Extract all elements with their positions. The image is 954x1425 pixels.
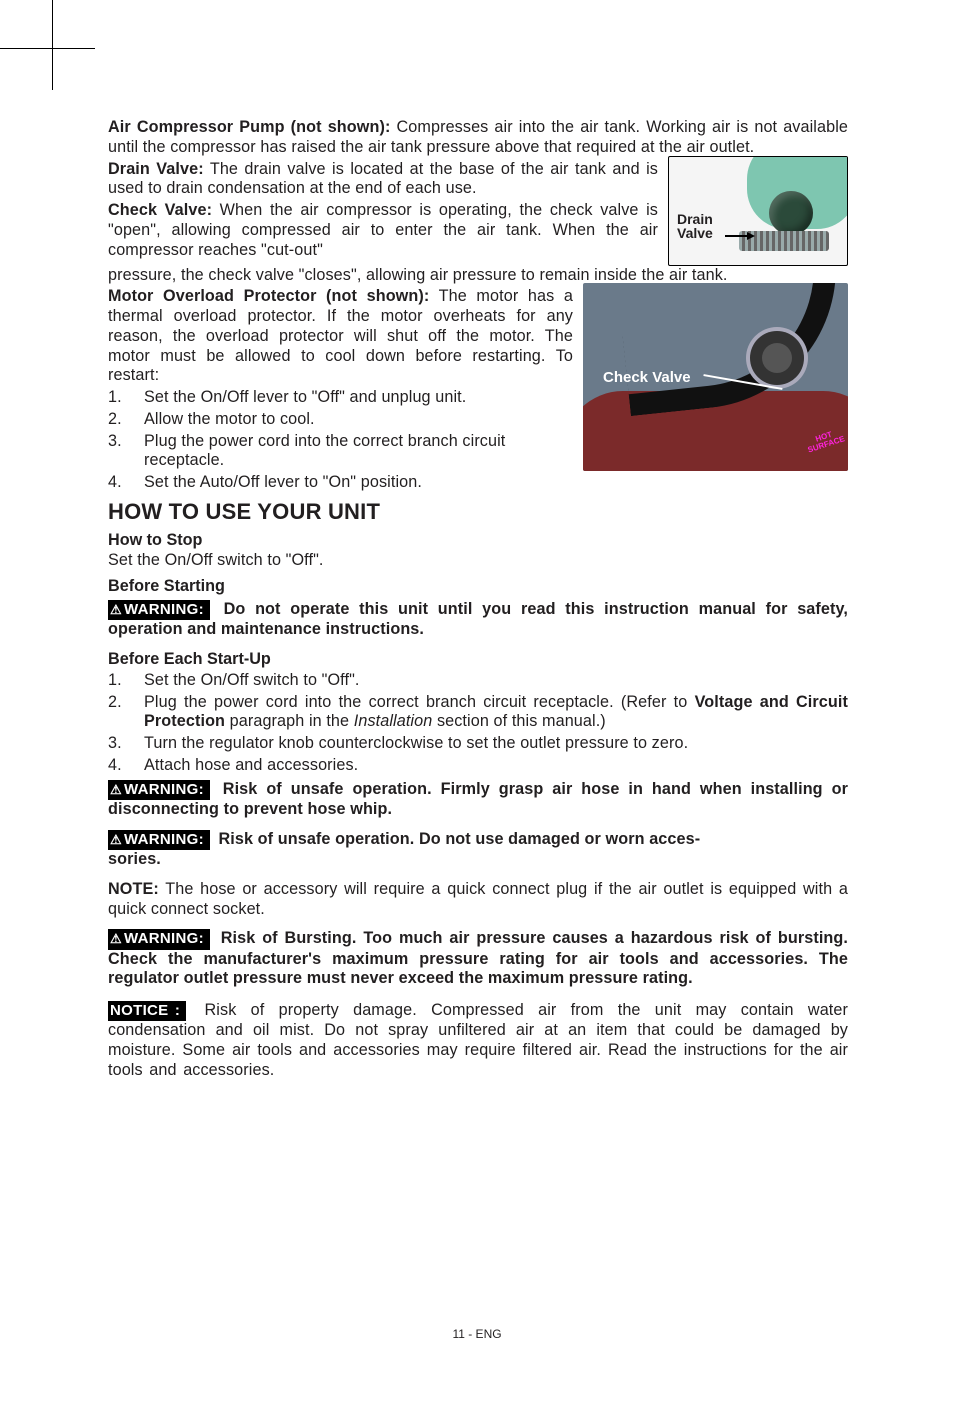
drain-cap-shape <box>769 191 813 235</box>
note-quick-connect: NOTE: The hose or accessory will require… <box>108 880 848 920</box>
warning-badge-text: WARNING: <box>124 930 204 947</box>
warn-accessories: ⚠WARNING: Risk of unsafe operation. Do n… <box>108 830 848 870</box>
before-each-steps: 1. Set the On/Off switch to "Off". 2. Plug… <box>108 671 848 776</box>
warn-accessories-text-1: Risk of unsafe operation. Do not use dam… <box>218 830 700 848</box>
list-item: 1. Set the On/Off switch to "Off". <box>108 671 848 691</box>
warning-badge: ⚠WARNING: <box>108 600 210 620</box>
para-drain: Drain Valve: The drain valve is located … <box>108 160 658 200</box>
heading-how-to-use: HOW TO USE YOUR UNIT <box>108 499 848 525</box>
step-num: 1. <box>108 388 130 408</box>
cv-label: Check Valve <box>603 369 691 386</box>
warn-accessories-text-2: sories. <box>108 850 161 868</box>
subhead-before-starting: Before Starting <box>108 577 848 596</box>
notice-property: NOTICE : Risk of property damage. Compre… <box>108 1001 848 1081</box>
step-text: Allow the motor to cool. <box>144 410 573 430</box>
note-lead: NOTE: <box>108 880 159 898</box>
list-item: 2. Plug the power cord into the correct b… <box>108 693 848 733</box>
drain-label-line2: Valve <box>677 225 713 241</box>
list-item: 3. Plug the power cord into the correct b… <box>108 432 573 472</box>
warn-before-starting-text: Do not operate this unit until you read … <box>108 600 848 638</box>
step-num: 2. <box>108 693 130 733</box>
lead-check: Check Valve: <box>108 201 212 219</box>
list-item: 2. Allow the motor to cool. <box>108 410 573 430</box>
warning-badge: ⚠WARNING: <box>108 929 210 949</box>
subhead-before-each: Before Each Start-Up <box>108 650 848 669</box>
content-area: Air Compressor Pump (not shown): Compres… <box>108 118 848 1081</box>
warn-hose-text: Risk of unsafe operation. Firmly grasp a… <box>108 780 848 818</box>
step-text: Attach hose and accessories. <box>144 756 848 776</box>
drain-label: Drain Valve <box>677 212 713 241</box>
lead-motor: Motor Overload Protector (not shown): <box>108 287 429 305</box>
warn-bursting: ⚠WARNING: Risk of Bursting. Too much air… <box>108 929 848 989</box>
crop-mark <box>0 48 95 49</box>
figure-check-valve: Check Valve HOT SURFACE <box>583 283 848 471</box>
list-item: 4. Set the Auto/Off lever to "On" positio… <box>108 473 848 493</box>
warn-bursting-text: Risk of Bursting. Too much air pressure … <box>108 929 848 987</box>
subhead-how-to-stop: How to Stop <box>108 531 848 550</box>
page-footer: 11 - ENG <box>0 1327 954 1341</box>
drain-label-line1: Drain <box>677 211 713 227</box>
para-pump: Air Compressor Pump (not shown): Compres… <box>108 118 848 158</box>
t: Installation <box>354 712 433 730</box>
step-num: 4. <box>108 756 130 776</box>
warning-badge-text: WARNING: <box>124 601 204 618</box>
step-num: 3. <box>108 432 130 472</box>
warning-badge: ⚠WARNING: <box>108 780 210 800</box>
list-item: 1. Set the On/Off lever to "Off" and unpl… <box>108 388 573 408</box>
step-text: Set the On/Off lever to "Off" and unplug… <box>144 388 573 408</box>
warning-badge: ⚠WARNING: <box>108 830 210 850</box>
notice-badge: NOTICE : <box>108 1001 186 1021</box>
list-item: 4. Attach hose and accessories. <box>108 756 848 776</box>
warning-triangle-icon: ⚠ <box>110 602 122 617</box>
restart-steps: 1. Set the On/Off lever to "Off" and unpl… <box>108 388 573 471</box>
step-text: Set the Auto/Off lever to "On" position. <box>144 473 848 493</box>
para-motor: Motor Overload Protector (not shown): Th… <box>108 287 573 386</box>
warn-hose: ⚠WARNING: Risk of unsafe operation. Firm… <box>108 780 848 820</box>
step-text: Plug the power cord into the correct bra… <box>144 432 573 472</box>
warning-badge-text: WARNING: <box>124 781 204 798</box>
restart-steps-cont: 4. Set the Auto/Off lever to "On" positio… <box>108 473 848 493</box>
warning-badge-text: WARNING: <box>124 831 204 848</box>
step-num: 3. <box>108 734 130 754</box>
notice-text: Risk of property damage. Compressed air … <box>108 1001 848 1079</box>
step-num: 1. <box>108 671 130 691</box>
lead-drain: Drain Valve: <box>108 160 204 178</box>
step-text: Turn the regulator knob counterclockwise… <box>144 734 848 754</box>
drain-arrow <box>725 235 753 237</box>
lead-pump: Air Compressor Pump (not shown): <box>108 118 390 136</box>
figure-drain-valve: Drain Valve <box>668 156 848 266</box>
para-check-a: Check Valve: When the air compressor is … <box>108 201 658 260</box>
list-item: 3. Turn the regulator knob counterclockwi… <box>108 734 848 754</box>
step-num: 2. <box>108 410 130 430</box>
note-text: The hose or accessory will require a qui… <box>108 880 848 918</box>
warning-triangle-icon: ⚠ <box>110 931 122 946</box>
step-text: Plug the power cord into the correct bra… <box>144 693 848 733</box>
t: section of this manual.) <box>432 712 605 730</box>
t: paragraph in the <box>225 712 354 730</box>
t: Plug the power cord into the correct bra… <box>144 693 695 711</box>
crop-mark <box>52 0 53 90</box>
notice-badge-text: NOTICE : <box>110 1002 180 1019</box>
page: Air Compressor Pump (not shown): Compres… <box>0 0 954 1425</box>
text-how-to-stop: Set the On/Off switch to "Off". <box>108 551 848 571</box>
step-num: 4. <box>108 473 130 493</box>
warning-triangle-icon: ⚠ <box>110 832 122 847</box>
warn-before-starting: ⚠WARNING: Do not operate this unit until… <box>108 600 848 640</box>
warning-triangle-icon: ⚠ <box>110 782 122 797</box>
step-text: Set the On/Off switch to "Off". <box>144 671 848 691</box>
